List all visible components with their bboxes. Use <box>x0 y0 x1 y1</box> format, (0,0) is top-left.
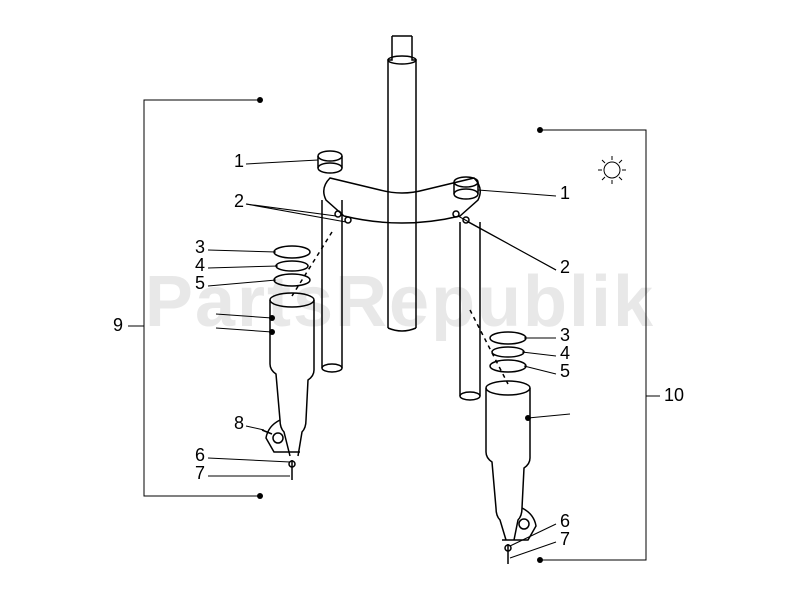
callout-8: 8 <box>234 414 244 432</box>
callout-2-left: 2 <box>234 192 244 210</box>
callout-4-right: 4 <box>560 344 570 362</box>
callout-7-left: 7 <box>195 464 205 482</box>
callout-5-left: 5 <box>195 274 205 292</box>
callout-5-right: 5 <box>560 362 570 380</box>
callout-1-right: 1 <box>560 184 570 202</box>
callout-6-right: 6 <box>560 512 570 530</box>
callout-9: 9 <box>113 316 123 334</box>
callout-1-left: 1 <box>234 152 244 170</box>
callout-7-right: 7 <box>560 530 570 548</box>
fork-schematic <box>0 0 800 603</box>
callout-10: 10 <box>664 386 684 404</box>
callout-3-right: 3 <box>560 326 570 344</box>
callout-2-right: 2 <box>560 258 570 276</box>
diagram-canvas: PartsRepublik <box>0 0 800 603</box>
callout-3-left: 3 <box>195 238 205 256</box>
callout-6-left: 6 <box>195 446 205 464</box>
callout-4-left: 4 <box>195 256 205 274</box>
